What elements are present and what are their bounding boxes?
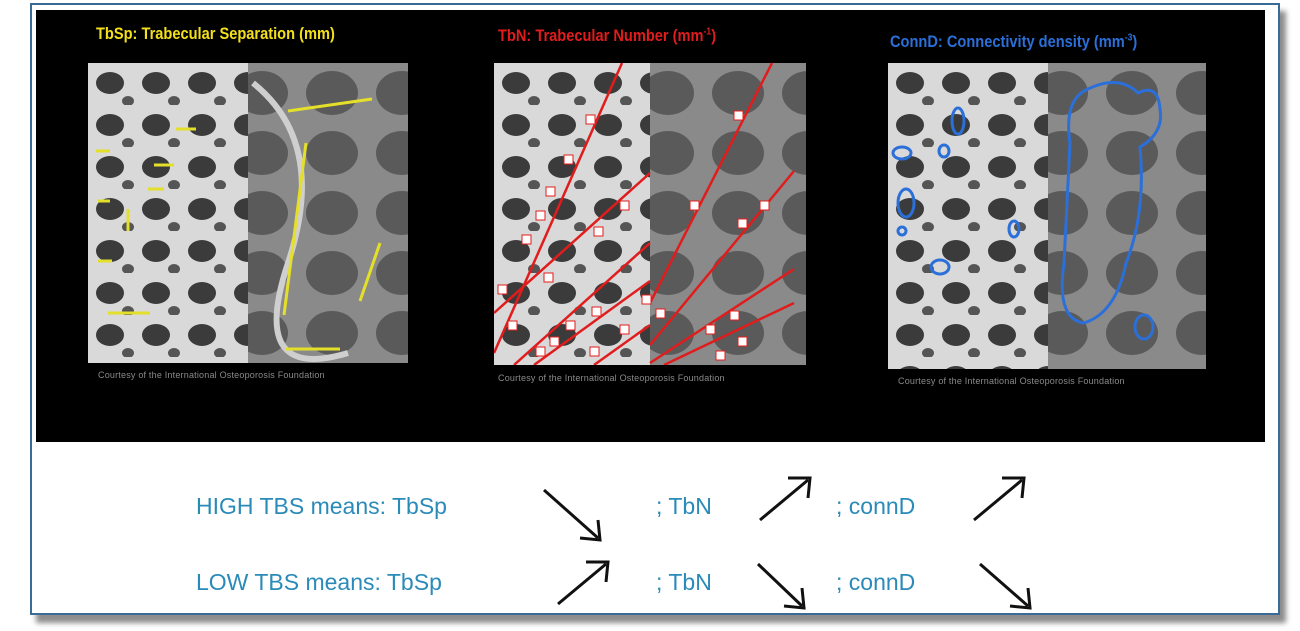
low-tbn-down-arrow-icon [756,562,806,610]
connd-credit: Courtesy of the International Osteoporos… [898,376,1125,386]
high-tbs-label: HIGH TBS means: TbSp [196,493,447,519]
low-tbs-label: LOW TBS means: TbSp [196,569,442,595]
tbsp-credit: Courtesy of the International Osteoporos… [98,370,325,380]
tbn-title: TbN: Trabecular Number (mm-1) [498,26,717,45]
high-connd-up-arrow-icon [973,476,1026,522]
connectivity-outlines [891,81,1163,341]
tbn-credit: Courtesy of the International Osteoporos… [498,373,725,383]
low-connd-down-arrow-icon [979,562,1032,610]
connd-bone-image [888,63,1206,369]
trabecular-count-lines [494,63,795,365]
high-tbn-up-arrow-icon [759,476,812,522]
high-tbsp-down-arrow-icon [543,488,602,542]
low-tbn-label: ; TbN [656,569,712,595]
tbsp-title: TbSp: Trabecular Separation (mm) [96,24,335,43]
tbn-bone-image [494,63,806,365]
low-connd-label: ; connD [836,569,916,595]
separation-arrows [96,97,382,351]
high-connd-label: ; connD [836,493,916,519]
high-tbn-label: ; TbN [656,493,712,519]
tbsp-bone-image [88,63,408,363]
connd-title: ConnD: Connectivity density (mm-3) [890,32,1138,51]
low-tbsp-up-arrow-icon [557,560,610,606]
count-markers [497,110,770,361]
